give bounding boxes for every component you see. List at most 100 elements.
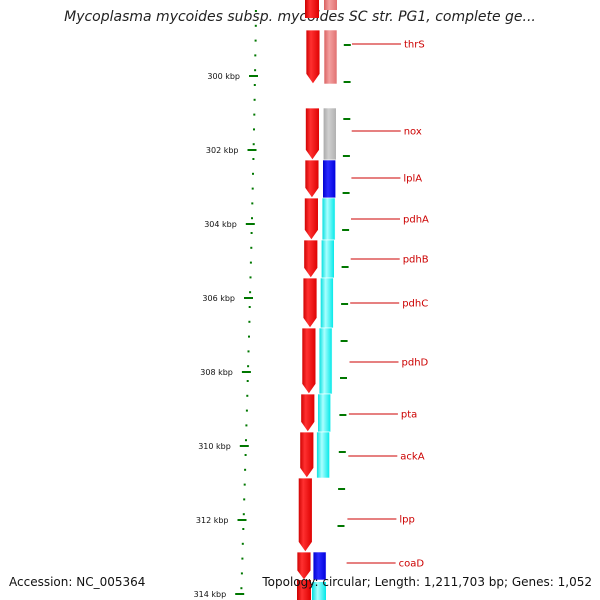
scale-label: 310 kbp	[198, 442, 231, 451]
accession-text: Accession: NC_005364	[9, 575, 146, 589]
minor-tick	[245, 409, 248, 412]
minor-tick	[246, 394, 249, 397]
gene-label-lplA[interactable]: lplA	[403, 174, 422, 185]
major-tick	[249, 75, 258, 77]
major-tick	[239, 445, 249, 447]
scale-label: 304 kbp	[204, 220, 237, 229]
gene-labels: thrS nox lplA pdhA pdhB pdhC pdhD pta ackA lpp coa…	[346, 40, 429, 570]
gene-pdhD[interactable]	[301, 327, 317, 395]
minor-tick	[241, 542, 244, 545]
right-tick	[342, 192, 350, 194]
cog-pta	[317, 393, 332, 433]
major-tick	[241, 371, 251, 373]
minor-tick	[248, 320, 251, 323]
minor-tick	[254, 54, 257, 57]
map-title: Mycoplasma mycoides subsp. mycoides SC s…	[64, 9, 536, 25]
scale-label: 302 kbp	[206, 146, 239, 155]
minor-tick	[253, 98, 256, 101]
gene-label-pdhA[interactable]: pdhA	[403, 215, 429, 226]
gene-ackA[interactable]	[299, 431, 315, 479]
gene-label-lpp[interactable]: lpp	[399, 515, 414, 526]
right-tick	[339, 414, 347, 416]
gene-label-thrS[interactable]: thrS	[404, 40, 425, 51]
minor-tick	[252, 172, 254, 175]
minor-tick	[254, 10, 257, 12]
gene-label-pdhB[interactable]: pdhB	[403, 255, 429, 266]
gene-thrS[interactable]	[305, 29, 321, 85]
gene-pdhC[interactable]	[302, 277, 318, 329]
minor-tick	[250, 246, 253, 249]
minor-tick	[251, 217, 253, 220]
cog-ackA	[316, 431, 330, 479]
gene-fragment-top	[305, 0, 319, 18]
right-tick	[343, 81, 351, 83]
minor-tick	[242, 528, 245, 530]
minor-tick	[244, 468, 247, 471]
major-tick	[247, 149, 257, 151]
minor-tick	[240, 572, 243, 575]
minor-tick	[253, 113, 256, 116]
tick-marks	[235, 10, 351, 595]
minor-tick	[245, 424, 248, 427]
gene-label-nox[interactable]: nox	[404, 127, 422, 138]
right-tick	[342, 155, 350, 157]
minor-tick	[243, 498, 246, 501]
right-tick	[340, 340, 348, 342]
major-tick	[244, 297, 253, 299]
gene-features	[296, 0, 321, 600]
minor-tick	[242, 513, 245, 516]
gene-label-pta[interactable]: pta	[401, 410, 417, 421]
cog-nox	[322, 107, 337, 161]
minor-tick	[247, 350, 250, 353]
minor-tick	[254, 69, 257, 72]
gene-pdhA[interactable]	[303, 197, 319, 241]
major-tick	[235, 593, 245, 595]
cog-fragment-top	[324, 0, 337, 10]
cog-thrS	[323, 29, 338, 85]
gene-nox[interactable]	[305, 107, 320, 161]
minor-tick	[249, 261, 252, 264]
gene-pdhB[interactable]	[303, 239, 319, 279]
cog-lplA	[322, 159, 337, 199]
gene-label-pdhC[interactable]: pdhC	[402, 299, 428, 310]
minor-tick	[246, 380, 249, 382]
right-tick	[343, 44, 351, 46]
major-tick	[237, 519, 247, 521]
scale-label: 314 kbp	[194, 590, 227, 599]
cog-pdhB	[320, 239, 335, 279]
minor-tick	[252, 158, 255, 160]
minor-tick	[248, 335, 250, 338]
gene-label-pdhD[interactable]: pdhD	[402, 358, 429, 369]
gene-lplA[interactable]	[304, 159, 320, 199]
cog-coaD	[312, 551, 327, 581]
gene-label-coaD[interactable]: coaD	[399, 559, 425, 570]
minor-tick	[249, 276, 252, 279]
right-tick	[338, 451, 346, 453]
minor-tick	[241, 557, 244, 560]
right-tick	[342, 229, 350, 231]
scale-label: 300 kbp	[207, 72, 240, 81]
minor-tick	[245, 439, 247, 442]
scale-label: 306 kbp	[202, 294, 235, 303]
gene-label-ackA[interactable]: ackA	[400, 452, 424, 463]
minor-tick	[254, 24, 257, 27]
minor-tick	[247, 365, 250, 368]
minor-tick	[248, 306, 251, 308]
cog-pdhA	[321, 197, 336, 241]
gene-lpp[interactable]	[297, 477, 313, 553]
cog-pdhC	[320, 277, 334, 329]
minor-tick	[253, 128, 255, 131]
cog-ring	[312, 0, 338, 600]
scale-label: 312 kbp	[196, 516, 229, 525]
right-tick	[341, 266, 349, 268]
minor-tick	[243, 483, 246, 486]
scale-labels: 300 kbp 302 kbp 304 kbp 306 kbp 308 kbp 310 k…	[194, 72, 240, 599]
right-tick	[341, 303, 349, 305]
minor-tick	[254, 39, 257, 42]
major-tick	[245, 223, 255, 225]
gene-coaD[interactable]	[296, 551, 312, 581]
cog-fragment-bottom	[312, 582, 326, 600]
gene-pta[interactable]	[300, 393, 316, 433]
minor-tick	[251, 202, 254, 205]
